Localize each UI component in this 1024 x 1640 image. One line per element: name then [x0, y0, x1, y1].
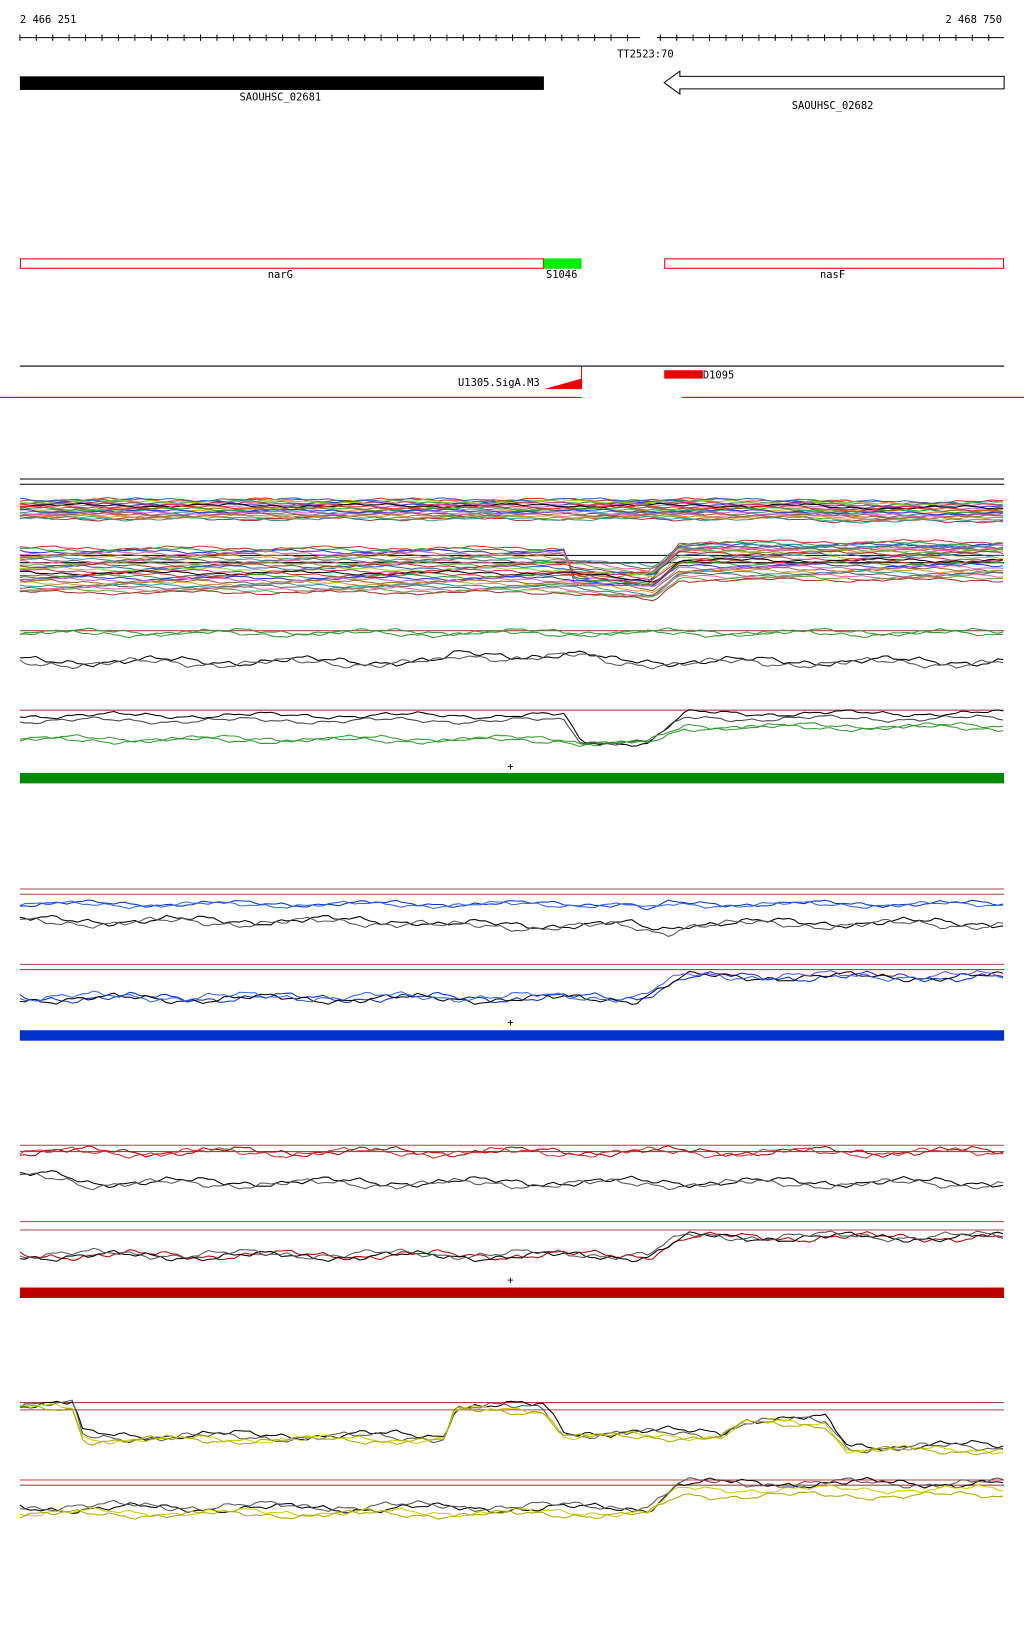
signal-line [19, 1231, 1004, 1263]
feature-label: narG [268, 269, 293, 281]
signal-line [19, 499, 1004, 507]
feature-box [19, 258, 544, 269]
signal-line [19, 504, 1004, 513]
signal-line [19, 629, 1004, 639]
strand-marker: + [507, 761, 513, 773]
signal-line [19, 563, 1004, 587]
signal-line [19, 554, 1004, 578]
signal-line [19, 571, 1004, 597]
signal-line [19, 1170, 1004, 1189]
signal-line [19, 1477, 1004, 1513]
signal-line [19, 1172, 1004, 1191]
signal-line [19, 575, 1004, 598]
signal-line [19, 1491, 1004, 1520]
signal-line [19, 916, 1004, 938]
ruler-start: 2 466 251 [20, 14, 77, 26]
terminator-label: TT2523:70 [617, 49, 674, 61]
signal-line [19, 627, 1004, 637]
signal-line [19, 577, 1004, 602]
promoter-label: D1095 [703, 370, 734, 382]
signal-line [19, 497, 1004, 505]
signal-line [19, 970, 1004, 1005]
expression-tracks [19, 478, 1005, 1520]
signal-line [19, 723, 1004, 748]
gene-label: SAOUHSC_02682 [792, 100, 874, 112]
signal-line [19, 1476, 1004, 1515]
strand-marker: + [507, 1274, 513, 1286]
signal-line [19, 1399, 1004, 1454]
signal-line [19, 714, 1004, 746]
signal-line [19, 1230, 1004, 1261]
gene-label: SAOUHSC_02681 [239, 91, 321, 103]
signal-line [19, 573, 1004, 598]
feature-label: nasF [820, 269, 845, 281]
signal-line [19, 1404, 1004, 1456]
ruler-ticks [19, 34, 990, 41]
gene-arrow [663, 70, 1005, 96]
signal-line [19, 722, 1004, 747]
signal-line [19, 899, 1004, 911]
signal-line [19, 914, 1004, 931]
feature-box [664, 258, 1005, 269]
signal-line [19, 514, 1004, 522]
signal-line [19, 546, 1004, 573]
signal-line [19, 1484, 1004, 1518]
signal-line [19, 1400, 1004, 1452]
signal-line [19, 543, 1004, 568]
signal-line [19, 548, 1004, 575]
strand-bar [19, 1287, 1005, 1298]
signal-line [19, 515, 1004, 524]
signal-line [19, 970, 1004, 1003]
feature-box [543, 258, 582, 269]
signal-line [19, 900, 1004, 910]
ruler-end: 2 468 750 [945, 14, 1002, 26]
signal-line [19, 650, 1004, 668]
signal-line [19, 540, 1004, 584]
signal-line [19, 560, 1004, 586]
terminator-gap [640, 32, 657, 43]
strand-marker: + [507, 1017, 513, 1029]
signal-line [19, 1146, 1004, 1159]
promoter-mark [664, 370, 703, 379]
promoter-mark [543, 366, 582, 390]
strand-bar [19, 772, 1005, 784]
feature-label: S1046 [546, 269, 577, 281]
signal-line [19, 709, 1004, 747]
strand-bar [19, 1030, 1005, 1041]
gene-bar [19, 76, 544, 90]
signal-line [19, 1403, 1004, 1455]
promoter-label: U1305.SigA.M3 [458, 377, 540, 389]
signal-line [19, 564, 1004, 588]
signal-line [19, 652, 1004, 670]
